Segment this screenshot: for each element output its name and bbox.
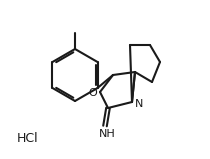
Text: HCl: HCl [17, 131, 39, 145]
Text: N: N [135, 99, 143, 109]
Text: NH: NH [99, 129, 115, 139]
Text: O: O [89, 88, 97, 98]
